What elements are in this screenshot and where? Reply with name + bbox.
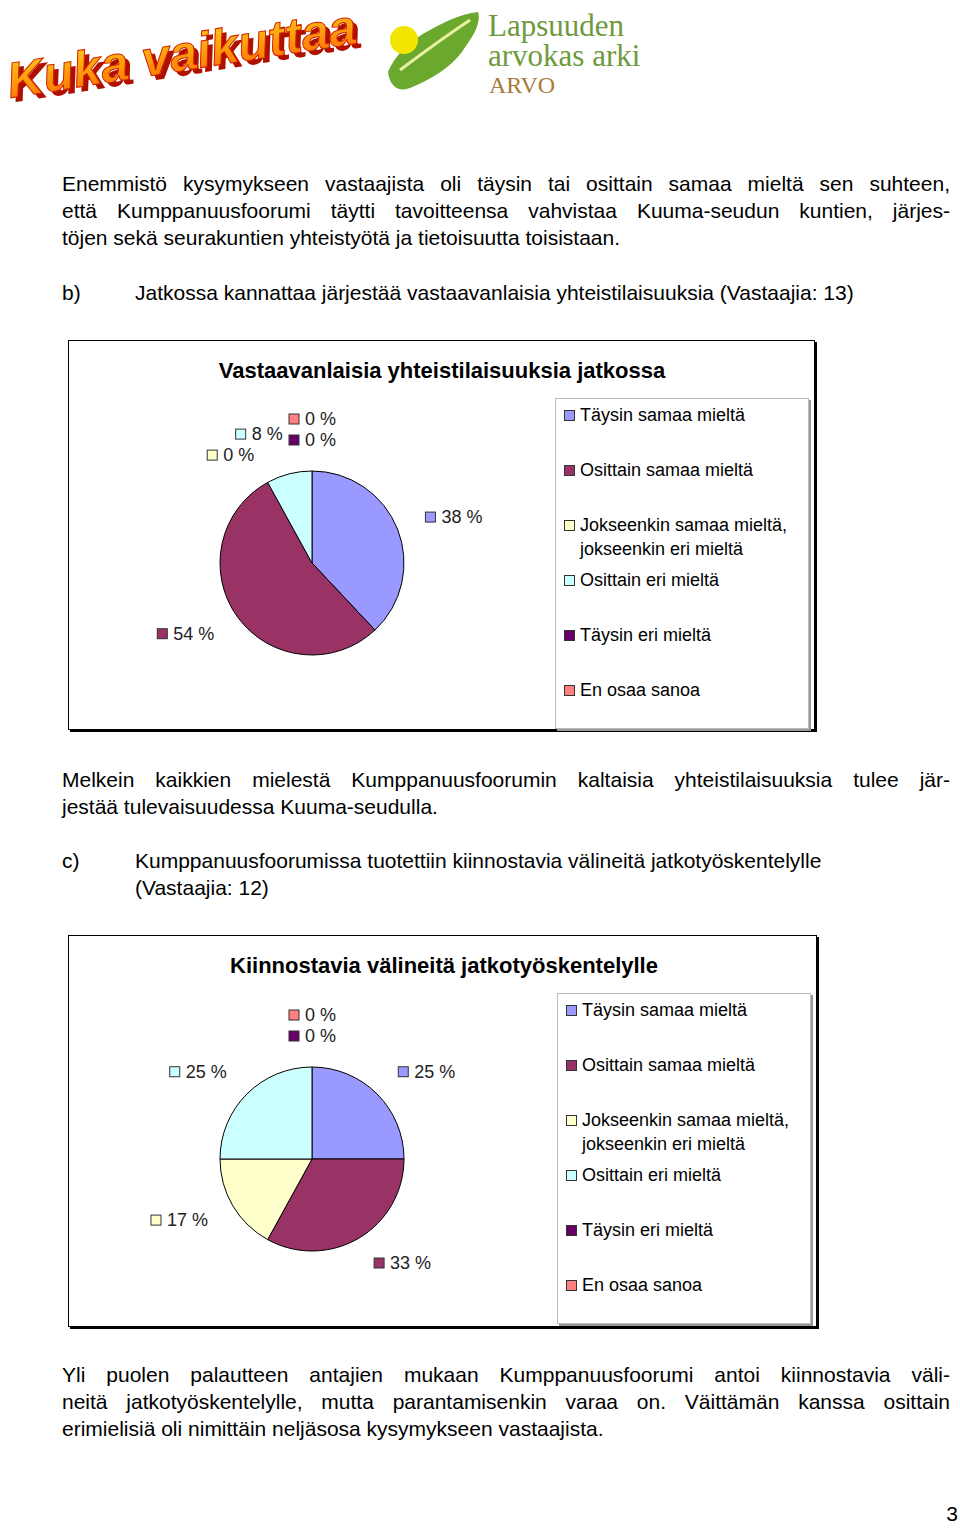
data-label-swatch — [425, 512, 435, 522]
logo-sun — [390, 26, 418, 54]
logo-text: Kuka vaikuttaa — [3, 0, 360, 109]
data-label-swatch — [289, 435, 299, 445]
text-line: että Kumppanuusfoorumi täytti tavoitteen… — [62, 197, 950, 224]
data-label-text: 33 % — [390, 1253, 431, 1273]
chart-title: Vastaavanlaisia yhteistilaisuuksia jatko… — [219, 358, 666, 383]
header: Kuka vaikuttaaKuka vaikuttaa Lapsuudenarv… — [0, 0, 960, 130]
data-label-swatch — [170, 1067, 180, 1077]
legend: Täysin samaa mieltä Osittain samaa mieltä… — [557, 993, 811, 1324]
data-label: 25 % — [398, 1062, 455, 1082]
legend-text: Täysin samaa mieltä — [580, 403, 805, 427]
data-label: 25 % — [170, 1062, 227, 1082]
data-label: 54 % — [157, 624, 214, 644]
data-label: 0 % — [289, 430, 336, 450]
data-label-text: 38 % — [441, 507, 482, 527]
data-label-swatch — [398, 1067, 408, 1077]
page-number: 3 — [946, 1502, 958, 1526]
legend-text: Osittain samaa mieltä — [580, 458, 805, 482]
legend-swatch — [564, 630, 575, 641]
data-label-text: 17 % — [167, 1210, 208, 1230]
legend-swatch — [566, 1115, 577, 1126]
legend: Täysin samaa mieltä Osittain samaa mieltä… — [555, 398, 809, 729]
chart-title: Kiinnostavia välineitä jatkotyöskentelyl… — [230, 953, 658, 978]
data-label: 0 % — [289, 1026, 336, 1046]
data-label-text: 54 % — [173, 624, 214, 644]
data-labels: 25 % 33 % 17 % 25 % 0 %0 % — [151, 1005, 455, 1273]
legend-swatch — [564, 685, 575, 696]
pie-slice — [312, 1067, 404, 1159]
logo-leaf — [388, 12, 479, 89]
text-line: neitä jatkotyöskentelylle, mutta paranta… — [62, 1388, 950, 1415]
question-line: Jatkossa kannattaa järjestää vastaavanla… — [135, 279, 955, 306]
pie-slice — [220, 1067, 312, 1159]
data-label-swatch — [151, 1215, 161, 1225]
data-label-text: 0 % — [305, 1005, 336, 1025]
data-label: 0 % — [207, 445, 254, 465]
data-label-text: 0 % — [305, 409, 336, 429]
data-label-swatch — [374, 1258, 384, 1268]
legend-text: Täysin samaa mieltä — [582, 998, 807, 1022]
data-labels: 38 %54 %0 %8 %0 %0 % — [157, 409, 482, 644]
section-label: b) — [62, 279, 122, 306]
question-line: (Vastaajia: 12) — [135, 874, 955, 901]
data-label-text: 0 % — [305, 1026, 336, 1046]
logo-left: Kuka vaikuttaaKuka vaikuttaa — [3, 0, 365, 114]
legend-swatch — [566, 1060, 577, 1071]
question-line: Kumppanuusfoorumissa tuotettiin kiinnost… — [135, 847, 955, 874]
legend-text: En osaa sanoa — [580, 678, 805, 702]
legend-text: Osittain samaa mieltä — [582, 1053, 807, 1077]
data-label-swatch — [236, 429, 246, 439]
text-line: töjen sekä seurakuntien yhteistyötä ja t… — [62, 224, 950, 251]
legend-text: Osittain eri mieltä — [580, 568, 805, 592]
legend-text: Jokseenkin samaa mieltä, jokseenkin eri … — [580, 513, 805, 561]
legend-text: Jokseenkin samaa mieltä, jokseenkin eri … — [582, 1108, 807, 1156]
section-label: c) — [62, 847, 122, 874]
data-label-swatch — [289, 1031, 299, 1041]
legend-swatch — [566, 1225, 577, 1236]
data-label: 8 % — [236, 424, 283, 444]
legend-text: Osittain eri mieltä — [582, 1163, 807, 1187]
legend-text: En osaa sanoa — [582, 1273, 807, 1297]
text-line: erimielisiä oli nimittäin neljäsosa kysy… — [62, 1415, 950, 1442]
data-label-swatch — [207, 450, 217, 460]
data-label: 38 % — [425, 507, 482, 527]
legend-swatch — [566, 1170, 577, 1181]
legend-swatch — [564, 410, 575, 421]
legend-text: Täysin eri mieltä — [580, 623, 805, 647]
data-label-text: 0 % — [305, 430, 336, 450]
data-label-text: 25 % — [186, 1062, 227, 1082]
slices — [220, 1067, 404, 1251]
pie-slice — [268, 471, 312, 563]
logo-line: arvokas arki — [488, 38, 641, 73]
text-line: jestää tulevaisuudessa Kuuma-seudulla. — [62, 793, 950, 820]
legend-text: Täysin eri mieltä — [582, 1218, 807, 1242]
text-line: Enemmistö kysymykseen vastaajista oli tä… — [62, 170, 950, 197]
logo-acronym: ARVO — [489, 72, 555, 98]
legend-swatch — [564, 575, 575, 586]
data-label: 0 % — [289, 1005, 336, 1025]
data-label-swatch — [289, 414, 299, 424]
data-label-swatch — [157, 629, 167, 639]
legend-swatch — [564, 465, 575, 476]
data-label-swatch — [289, 1010, 299, 1020]
data-label-text: 0 % — [223, 445, 254, 465]
slices — [220, 471, 404, 655]
legend-swatch — [566, 1280, 577, 1291]
page: Kuka vaikuttaaKuka vaikuttaa Lapsuudenarv… — [0, 0, 960, 1528]
data-label-text: 8 % — [252, 424, 283, 444]
legend-swatch — [564, 520, 575, 531]
pie-slice — [220, 1159, 312, 1240]
legend-swatch — [566, 1005, 577, 1016]
text-line: Melkein kaikkien mielestä Kumppanuusfoor… — [62, 766, 950, 793]
text-line: Yli puolen palautteen antajien mukaan Ku… — [62, 1361, 950, 1388]
data-label: 17 % — [151, 1210, 208, 1230]
data-label: 0 % — [289, 409, 336, 429]
data-label-text: 25 % — [414, 1062, 455, 1082]
data-label: 33 % — [374, 1253, 431, 1273]
logo-right: Lapsuudenarvokas arkiARVO — [388, 8, 641, 98]
